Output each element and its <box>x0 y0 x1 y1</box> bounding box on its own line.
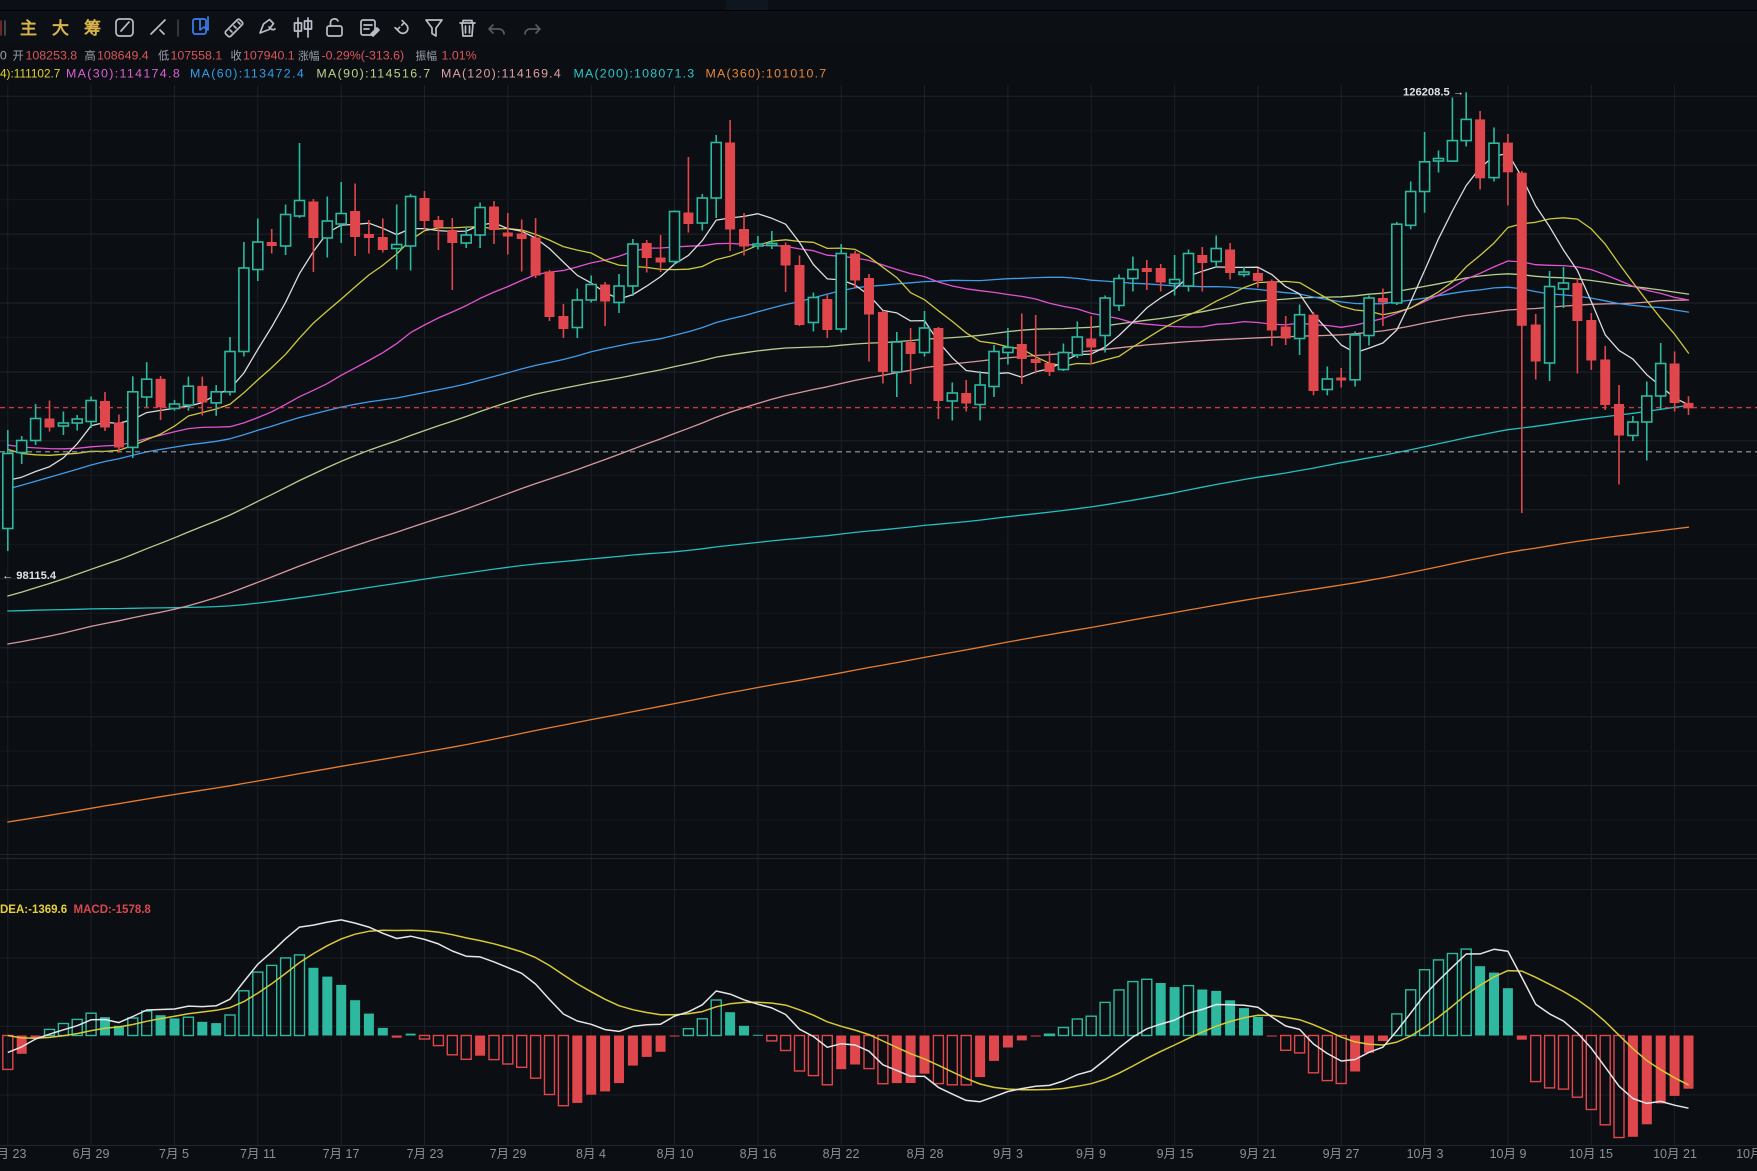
svg-text:7月 11: 7月 11 <box>240 1147 276 1161</box>
svg-text:10月 21: 10月 21 <box>1653 1147 1697 1161</box>
svg-text:10月 9: 10月 9 <box>1490 1147 1527 1161</box>
svg-text:-0.29%(-313.6): -0.29%(-313.6) <box>322 49 405 63</box>
svg-text:← 98115.4: ← 98115.4 <box>2 570 57 582</box>
svg-text:7月 23: 7月 23 <box>407 1147 444 1161</box>
svg-text:9月 3: 9月 3 <box>993 1147 1023 1161</box>
svg-text:4):111102.7: 4):111102.7 <box>0 67 60 81</box>
svg-text:8月 22: 8月 22 <box>823 1147 860 1161</box>
svg-text:108253.8: 108253.8 <box>26 49 78 63</box>
svg-text:9月 9: 9月 9 <box>1076 1147 1106 1161</box>
svg-text:108649.4: 108649.4 <box>97 49 149 63</box>
svg-text:MACD:-1578.8: MACD:-1578.8 <box>74 904 152 916</box>
svg-text:8月 28: 8月 28 <box>907 1147 944 1161</box>
svg-text:MA(200):108071.3: MA(200):108071.3 <box>574 67 696 81</box>
svg-text:1.01%: 1.01% <box>442 49 477 63</box>
svg-text:10月 3: 10月 3 <box>1407 1147 1444 1161</box>
svg-text:MA(360):101010.7: MA(360):101010.7 <box>706 67 828 81</box>
svg-text:MA(90):114516.7: MA(90):114516.7 <box>316 67 431 81</box>
svg-text:8月 10: 8月 10 <box>657 1147 694 1161</box>
svg-text:9月 21: 9月 21 <box>1240 1147 1277 1161</box>
svg-text:126208.5 →: 126208.5 → <box>1403 87 1464 99</box>
svg-text:振幅: 振幅 <box>416 49 438 63</box>
svg-text:10月 27: 10月 27 <box>1736 1147 1757 1161</box>
svg-text:涨幅: 涨幅 <box>298 50 320 63</box>
svg-text:00: 00 <box>0 49 7 63</box>
svg-text:7月 17: 7月 17 <box>323 1147 360 1161</box>
svg-text:9月 15: 9月 15 <box>1157 1147 1194 1161</box>
svg-text:开: 开 <box>13 51 24 63</box>
svg-text:107558.1: 107558.1 <box>171 49 223 63</box>
svg-text:6月 29: 6月 29 <box>73 1147 110 1161</box>
svg-text:筹: 筹 <box>84 18 101 38</box>
svg-text:收: 收 <box>231 49 242 63</box>
svg-text:8月 16: 8月 16 <box>740 1147 777 1161</box>
svg-text:低: 低 <box>158 50 169 63</box>
svg-text:MA(60):113472.4: MA(60):113472.4 <box>190 67 305 81</box>
svg-text:6月 23: 6月 23 <box>0 1147 26 1161</box>
svg-text:10月 15: 10月 15 <box>1569 1147 1613 1161</box>
svg-text:MA(30):114174.8: MA(30):114174.8 <box>66 67 181 81</box>
svg-text:MA(120):114169.4: MA(120):114169.4 <box>441 67 562 81</box>
svg-text:8月 4: 8月 4 <box>576 1147 606 1161</box>
svg-text:107940.1: 107940.1 <box>243 49 295 63</box>
svg-text:DEA:-1369.6: DEA:-1369.6 <box>0 904 67 916</box>
svg-text:9月 27: 9月 27 <box>1323 1147 1360 1161</box>
svg-text:高: 高 <box>85 49 96 63</box>
svg-text:主: 主 <box>20 18 37 38</box>
svg-text:7月 29: 7月 29 <box>490 1147 527 1161</box>
svg-text:大: 大 <box>52 18 69 38</box>
svg-text:7月 5: 7月 5 <box>159 1147 189 1161</box>
